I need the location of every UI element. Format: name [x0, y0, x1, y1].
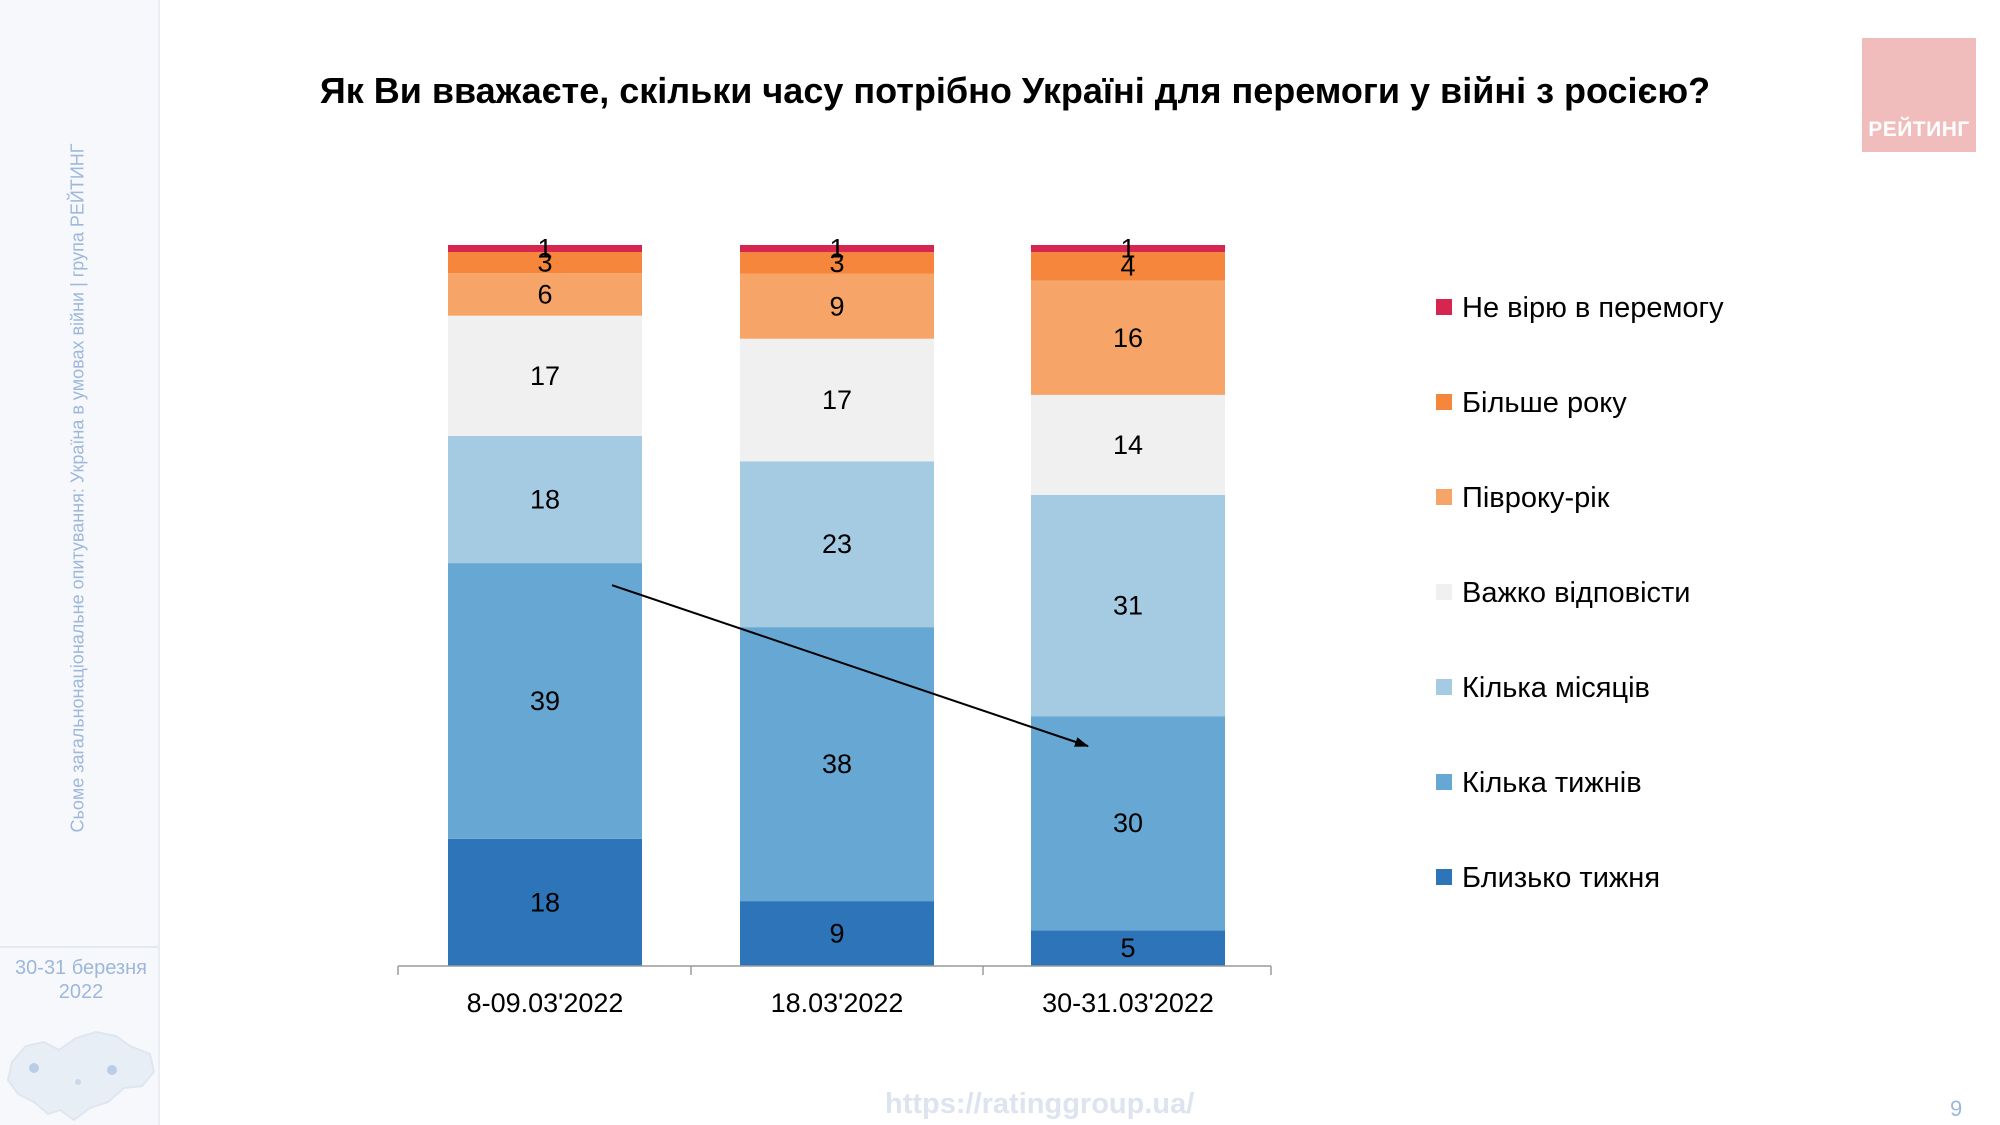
bar-segment [448, 435, 642, 564]
rating-logo: РЕЙТИНГ [1862, 38, 1976, 152]
data-label: 17 [822, 385, 852, 415]
bar-segment [740, 901, 934, 966]
bar-segment [448, 838, 642, 966]
chart-title: Як Ви вважаєте, скільки часу потрібно Ук… [319, 70, 1711, 111]
bar-segment [740, 252, 934, 274]
data-label: 38 [822, 749, 852, 779]
data-label: 3 [537, 248, 552, 278]
legend-label: Близько тижня [1462, 862, 1661, 894]
data-label: 18 [530, 484, 560, 514]
data-label: 5 [1120, 933, 1135, 963]
legend-label: Більше року [1462, 387, 1627, 419]
bar-segment [1031, 280, 1225, 395]
data-label: 1 [829, 234, 844, 264]
legend-swatch [1436, 869, 1452, 885]
legend-swatch [1436, 584, 1452, 600]
data-label: 1 [1120, 234, 1135, 264]
sidebar-date-line2: 2022 [58, 981, 104, 1003]
bar-segment [740, 273, 934, 339]
data-label: 9 [829, 919, 844, 949]
data-label: 39 [530, 686, 560, 716]
data-label: 31 [1113, 591, 1143, 621]
x-axis-ticks [397, 966, 1272, 975]
data-label: 1 [537, 234, 552, 264]
bars-layer [448, 245, 1225, 966]
legend-swatch [1436, 394, 1452, 410]
bar-segment [1031, 716, 1225, 931]
sidebar-divider [0, 946, 158, 948]
bar-segment [740, 627, 934, 902]
page-number: 9 [1950, 1096, 1963, 1121]
bar-segment [1031, 930, 1225, 966]
trend-arrow [611, 584, 1089, 748]
bar-segment [448, 245, 642, 253]
x-tick-label: 8-09.03'2022 [467, 988, 624, 1018]
rating-logo-text: РЕЙТИНГ [1868, 118, 1970, 141]
x-tick-label: 18.03'2022 [771, 988, 904, 1018]
sidebar: Сьоме загальнонаціональне опитування: Ук… [0, 0, 160, 1125]
bar-segment [448, 252, 642, 274]
bar-segment [740, 338, 934, 462]
legend-label: Півроку-рік [1462, 482, 1610, 514]
ukraine-map-icon [6, 1030, 156, 1122]
bar-segment [1031, 245, 1225, 253]
data-label: 3 [829, 248, 844, 278]
sidebar-date-line1: 30-31 березня [15, 957, 147, 979]
data-label: 23 [822, 529, 852, 559]
legend-label: Кілька місяців [1462, 672, 1650, 704]
data-label: 14 [1113, 430, 1143, 460]
bar-segment [1031, 494, 1225, 717]
data-label: 9 [829, 291, 844, 321]
bar-segment [1031, 394, 1225, 495]
legend-swatch [1436, 774, 1452, 790]
bar-segment [448, 563, 642, 839]
legend-label: Кілька тижнів [1462, 767, 1642, 799]
sidebar-date: 30-31 березня 2022 [0, 956, 162, 1004]
bar-segment [448, 273, 642, 316]
data-label: 18 [530, 887, 560, 917]
legend-label: Не вірю в перемогу [1462, 292, 1724, 324]
bar-segment [740, 245, 934, 253]
legend-label: Важко відповісти [1462, 577, 1691, 609]
legend-swatch [1436, 489, 1452, 505]
data-label: 16 [1113, 323, 1143, 353]
data-label: 6 [537, 279, 552, 309]
data-label: 30 [1113, 808, 1143, 838]
footer-url[interactable]: https://ratinggroup.ua/ [885, 1088, 1195, 1120]
x-axis-tick-labels: 8-09.03'2022 18.03'2022 30-31.03'2022 [467, 988, 1214, 1018]
bar-segment [1031, 252, 1225, 281]
data-label: 4 [1120, 251, 1135, 281]
legend-swatch [1436, 679, 1452, 695]
bar-segment [740, 461, 934, 628]
data-label: 17 [530, 361, 560, 391]
bar-segment [448, 315, 642, 436]
legend-swatch [1436, 299, 1452, 315]
x-tick-label: 30-31.03'2022 [1042, 988, 1214, 1018]
